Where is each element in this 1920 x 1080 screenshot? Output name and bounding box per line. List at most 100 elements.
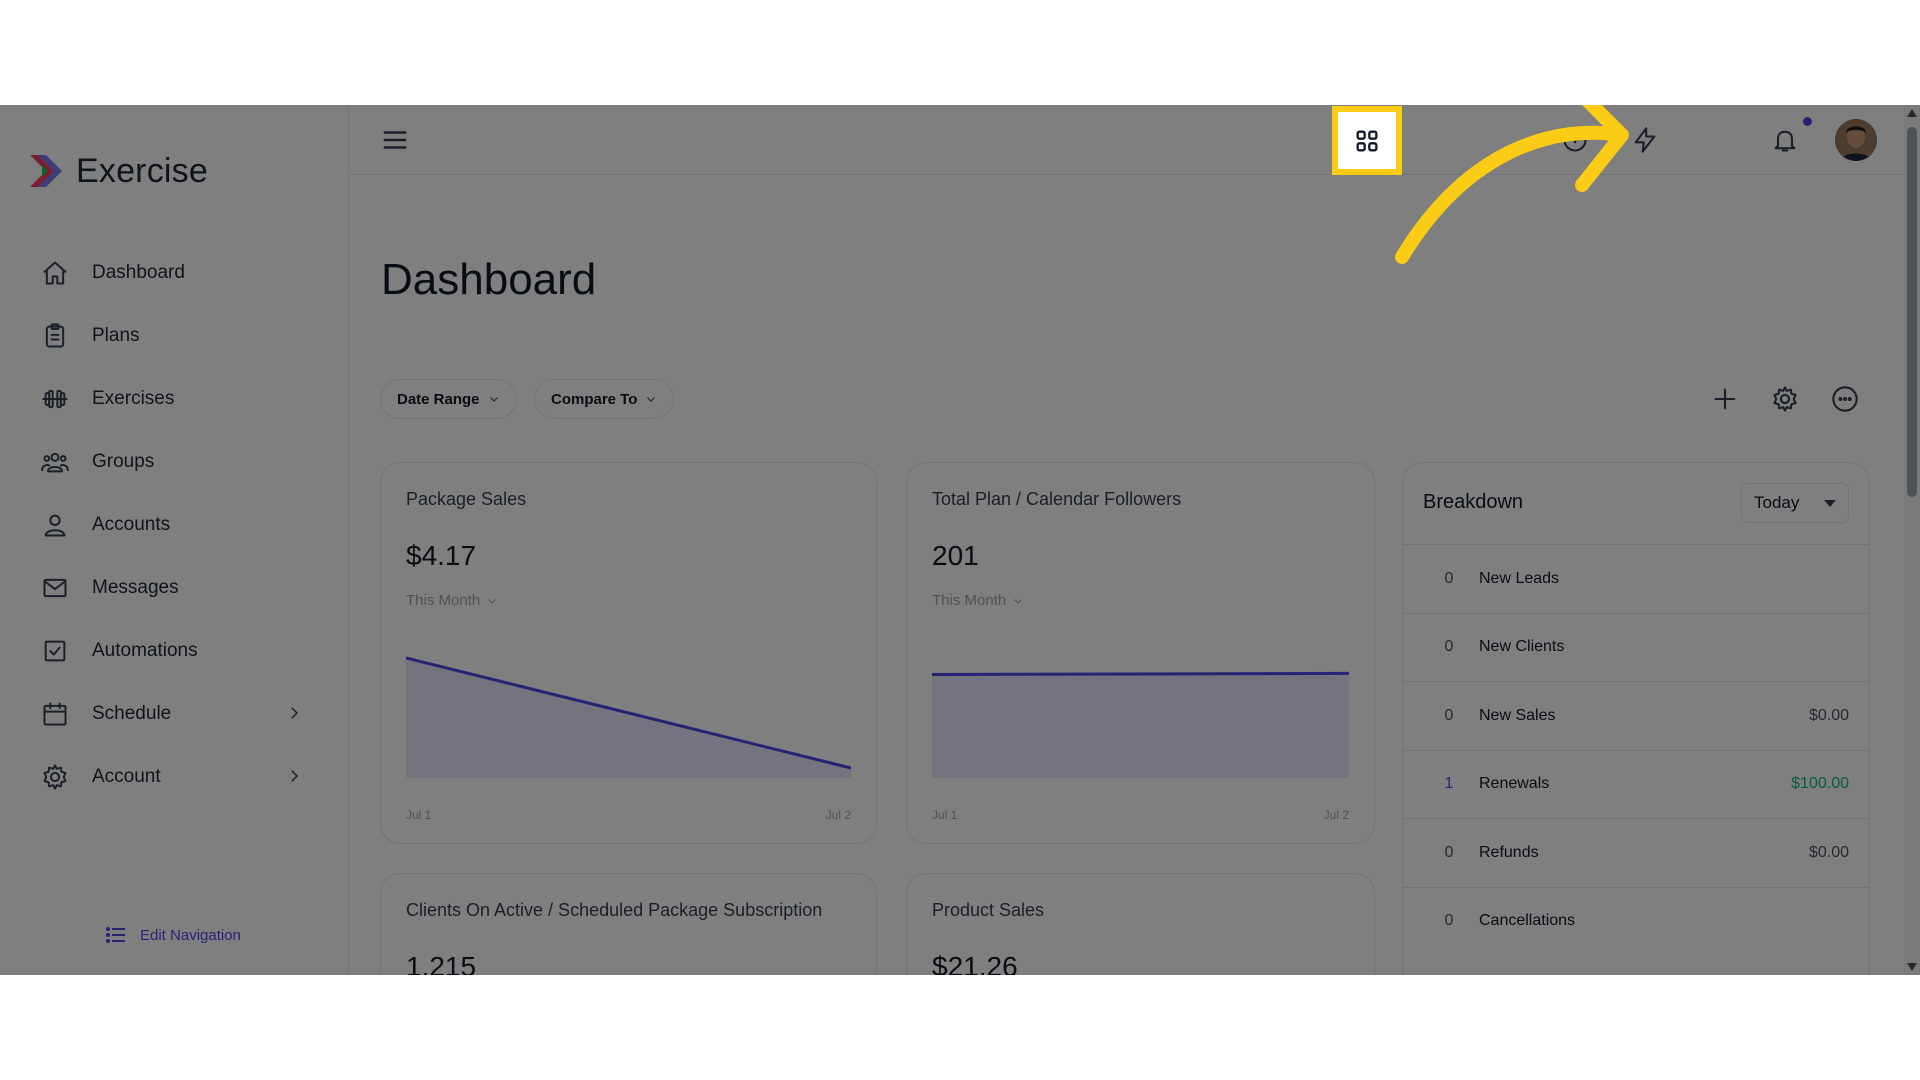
card-title: Product Sales: [932, 900, 1045, 920]
breakdown-row-new-sales[interactable]: 0 New Sales $0.00: [1403, 681, 1869, 750]
bell-icon[interactable]: [1766, 121, 1804, 159]
breakdown-panel: Breakdown Today 0 New Leads 0 New Client…: [1402, 462, 1870, 975]
breakdown-label: Renewals: [1479, 775, 1550, 793]
compare-to-filter[interactable]: Compare To: [534, 379, 675, 419]
date-range-label: Date Range: [397, 390, 480, 408]
sidebar-item-label: Messages: [92, 576, 179, 598]
card-title: Package Sales: [406, 489, 527, 509]
sidebar: Exercise Dashboard Plans Exercises Group…: [0, 105, 349, 975]
breakdown-amount: $0.00: [1808, 706, 1849, 724]
dashboard-settings-button[interactable]: [1767, 381, 1803, 417]
trend-area: [932, 673, 1349, 778]
scroll-thumb[interactable]: [1907, 127, 1917, 497]
breakdown-count: 0: [1444, 638, 1454, 656]
sidebar-item-account[interactable]: Account: [0, 745, 349, 808]
app-window: Exercise Dashboard Plans Exercises Group…: [0, 105, 1920, 975]
chevron-right-icon: [285, 767, 303, 785]
card-value: 201: [932, 540, 979, 571]
sidebar-item-messages[interactable]: Messages: [0, 556, 349, 619]
scroll-up-icon[interactable]: [1907, 109, 1917, 117]
breakdown-period-value: Today: [1754, 493, 1800, 512]
sidebar-item-dashboard[interactable]: Dashboard: [0, 241, 349, 304]
gear-icon: [40, 762, 70, 792]
x-axis-end-label: Jul 2: [825, 808, 851, 822]
brand[interactable]: Exercise: [24, 141, 208, 201]
edit-navigation-link[interactable]: Edit Navigation: [104, 923, 241, 947]
sidebar-item-groups[interactable]: Groups: [0, 430, 349, 493]
breakdown-amount: $100.00: [1791, 775, 1849, 793]
breakdown-row-new-clients[interactable]: 0 New Clients: [1403, 612, 1869, 682]
x-axis-end-label: Jul 2: [1323, 808, 1349, 822]
date-range-filter[interactable]: Date Range: [380, 379, 517, 419]
breakdown-period-select[interactable]: Today: [1741, 483, 1849, 523]
sidebar-item-label: Plans: [92, 324, 140, 346]
sidebar-nav: Dashboard Plans Exercises Groups Account…: [0, 241, 349, 808]
breakdown-count: 1: [1444, 775, 1454, 793]
scroll-down-icon[interactable]: [1907, 963, 1917, 971]
breakdown-row-new-leads[interactable]: 0 New Leads: [1403, 544, 1869, 613]
calendar-icon: [40, 699, 70, 729]
breakdown-row-refunds[interactable]: 0 Refunds $0.00: [1403, 818, 1869, 887]
help-icon[interactable]: [1556, 121, 1594, 159]
period-label: This Month: [932, 592, 1007, 609]
period-selector[interactable]: This Month: [932, 592, 1024, 609]
chevron-down-icon: [1014, 598, 1023, 604]
more-options-button[interactable]: [1827, 381, 1863, 417]
sidebar-item-automations[interactable]: Automations: [0, 619, 349, 682]
apps-grid-button[interactable]: [1332, 106, 1402, 175]
users-icon: [40, 447, 70, 477]
trend-line: [932, 671, 1349, 676]
avatar[interactable]: [1835, 119, 1877, 161]
period-selector[interactable]: This Month: [406, 592, 498, 609]
menu-icon[interactable]: [380, 125, 410, 155]
compare-to-label: Compare To: [551, 390, 638, 408]
sidebar-item-label: Accounts: [92, 513, 171, 535]
add-widget-button[interactable]: [1707, 381, 1743, 417]
chevron-right-icon: [285, 704, 303, 722]
breakdown-row-cancellations[interactable]: 0 Cancellations: [1403, 886, 1869, 956]
edit-navigation-label: Edit Navigation: [140, 926, 241, 944]
period-label: This Month: [406, 592, 481, 609]
card-value: $4.17: [406, 540, 477, 571]
card-value: 1,215: [406, 951, 477, 975]
user-photo-icon: [1835, 119, 1877, 161]
breakdown-label: Cancellations: [1479, 912, 1576, 930]
breakdown-label: New Clients: [1479, 638, 1565, 656]
breakdown-row-renewals[interactable]: 1 Renewals $100.00: [1403, 749, 1869, 819]
top-bar: [350, 105, 1904, 175]
bolt-icon[interactable]: [1626, 121, 1664, 159]
card-value: $21.26: [932, 951, 1018, 975]
caret-down-icon: [1824, 499, 1836, 507]
card-title: Clients On Active / Scheduled Package Su…: [406, 900, 823, 920]
breakdown-label: New Leads: [1479, 569, 1560, 587]
package-sales-card[interactable]: Package Sales $4.17 This Month Jul 1 Jul…: [380, 462, 877, 844]
chevron-down-icon: [488, 598, 497, 604]
followers-card[interactable]: Total Plan / Calendar Followers 201 This…: [906, 462, 1375, 844]
chevron-down-icon: [647, 397, 656, 402]
dumbbell-icon: [40, 384, 70, 414]
page-title: Dashboard: [381, 255, 597, 304]
sidebar-item-label: Automations: [92, 639, 198, 661]
breakdown-list: 0 New Leads 0 New Clients 0 New Sales $0…: [1403, 544, 1869, 955]
breakdown-count: 0: [1444, 569, 1454, 587]
notification-dot: [1803, 117, 1812, 126]
sidebar-item-accounts[interactable]: Accounts: [0, 493, 349, 556]
mail-icon: [40, 573, 70, 603]
page-scrollbar[interactable]: [1904, 105, 1920, 975]
sidebar-item-label: Exercises: [92, 387, 175, 409]
clipboard-icon: [40, 321, 70, 351]
sidebar-item-exercises[interactable]: Exercises: [0, 367, 349, 430]
active-subscriptions-card[interactable]: Clients On Active / Scheduled Package Su…: [380, 873, 877, 975]
plus-icon: [1714, 388, 1736, 410]
breakdown-label: Refunds: [1479, 843, 1539, 861]
breakdown-label: New Sales: [1479, 706, 1556, 724]
chevron-down-icon: [489, 397, 498, 402]
sidebar-item-label: Account: [92, 765, 161, 787]
more-icon: [1832, 386, 1858, 412]
package-sales-trend-chart: [406, 656, 851, 778]
apps-grid-icon: [1356, 130, 1378, 151]
sidebar-item-schedule[interactable]: Schedule: [0, 682, 349, 745]
product-sales-card[interactable]: Product Sales $21.26: [906, 873, 1375, 975]
sidebar-item-plans[interactable]: Plans: [0, 304, 349, 367]
checkbox-icon: [40, 636, 70, 666]
